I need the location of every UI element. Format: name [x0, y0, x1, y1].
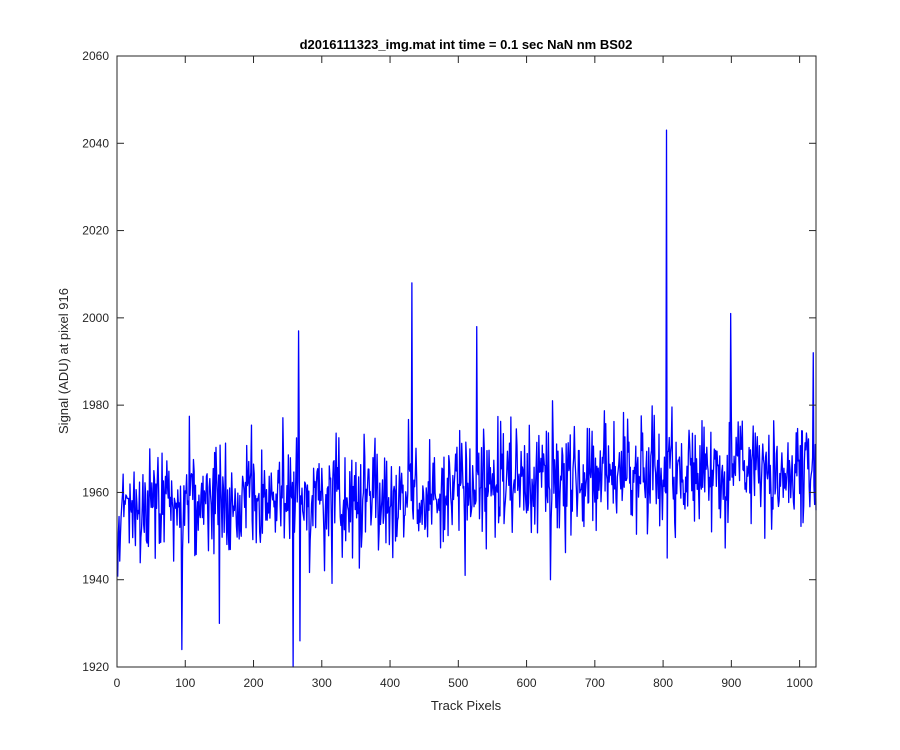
x-tick-label: 400	[380, 676, 400, 690]
x-tick-label: 500	[448, 676, 468, 690]
x-tick-label: 800	[653, 676, 673, 690]
chart-title: d2016111323_img.mat int time = 0.1 sec N…	[300, 37, 633, 52]
y-tick-label: 1920	[82, 660, 109, 674]
axes-box	[116, 55, 817, 668]
plot-area-background	[117, 56, 816, 667]
y-ticks: 1920 1940 1960 1980 2000 2020 2040 2060	[82, 49, 816, 674]
x-tick-label: 300	[312, 676, 332, 690]
y-tick-label: 2040	[82, 136, 109, 150]
x-tick-label: 0	[114, 676, 121, 690]
y-tick-label: 2020	[82, 224, 109, 238]
x-tick-label: 1000	[786, 676, 813, 690]
signal-series-line	[117, 129, 817, 668]
x-axis-label: Track Pixels	[431, 698, 502, 713]
x-tick-label: 100	[175, 676, 195, 690]
y-tick-label: 1980	[82, 398, 109, 412]
data-layer	[117, 129, 817, 668]
x-tick-label: 200	[244, 676, 264, 690]
y-tick-label: 1960	[82, 485, 109, 499]
y-axis-label: Signal (ADU) at pixel 916	[56, 288, 71, 434]
y-tick-label: 2060	[82, 49, 109, 63]
x-tick-label: 600	[517, 676, 537, 690]
y-tick-label: 2000	[82, 311, 109, 325]
x-tick-label: 700	[585, 676, 605, 690]
x-ticks: 0 100 200 300 400 500 600 700 800 900 1000	[114, 56, 813, 690]
x-tick-label: 900	[721, 676, 741, 690]
y-tick-label: 1940	[82, 573, 109, 587]
